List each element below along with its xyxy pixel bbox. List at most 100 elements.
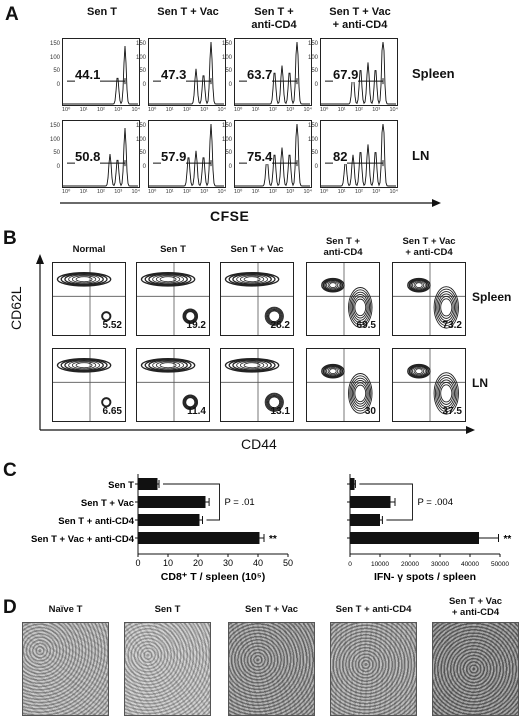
x-tick-labels: 10⁰ 10¹ 10² 10³ 10⁴: [62, 107, 140, 113]
category-label: Sen T + anti-CD4: [58, 516, 134, 527]
quadrant-percentage: 30: [364, 406, 376, 417]
bar: [138, 496, 206, 508]
column-header: Sen T: [160, 244, 186, 255]
contour-plot: 6.65: [52, 348, 126, 422]
panel-a-axis-arrow: [60, 199, 441, 207]
contour-rings: [307, 263, 379, 335]
x-tick-label: 10⁰: [320, 107, 329, 113]
error-bar: [380, 516, 383, 524]
x-tick-label: 10: [163, 558, 173, 568]
x-tick-label: 10¹: [79, 189, 88, 195]
error-bar: [205, 498, 210, 506]
column-header: Sen T + Vac: [230, 244, 284, 255]
histogram-plot: 82: [320, 120, 398, 188]
panel-label-a: A: [5, 4, 19, 25]
percentage-label: 75.4: [247, 149, 273, 165]
x-tick-label: 10⁴: [131, 107, 140, 113]
x-tick-label: 10¹: [79, 107, 88, 113]
panel-b-axes: [36, 254, 475, 434]
quadrant-percentage: 6.65: [102, 406, 122, 417]
tissue-section-image: [22, 622, 109, 716]
percentage-label: 82: [333, 149, 348, 165]
x-tick-labels: 10⁰ 10¹ 10² 10³ 10⁴: [148, 189, 226, 195]
x-axis-label: IFN- γ spots / spleen: [374, 571, 476, 583]
x-tick-label: 10⁴: [131, 189, 140, 195]
x-tick-labels: 10⁰ 10¹ 10² 10³ 10⁴: [234, 107, 312, 113]
x-tick-label: 10³: [114, 189, 123, 195]
x-tick-label: 10000: [371, 561, 389, 568]
x-tick-label: 10⁴: [389, 189, 398, 195]
x-tick-label: 10¹: [251, 189, 260, 195]
column-header: Normal: [72, 244, 106, 255]
contour-rings: [393, 349, 465, 421]
contour-rings: [221, 263, 293, 335]
x-tick-labels: 10⁰ 10¹ 10² 10³ 10⁴: [62, 189, 140, 195]
x-tick-label: 0: [348, 561, 352, 568]
cd62l-axis-label: CD62L: [8, 286, 24, 330]
percentage-label: 67.9: [333, 67, 359, 83]
histogram-plot: 50.8: [62, 120, 140, 188]
x-tick-labels: 10⁰ 10¹ 10² 10³ 10⁴: [320, 189, 398, 195]
x-tick-label: 10³: [372, 189, 381, 195]
histogram-plot: 57.9: [148, 120, 226, 188]
column-header: Sen T: [87, 6, 117, 18]
x-tick-label: 40: [253, 558, 263, 568]
bar: [350, 532, 479, 544]
significance-bracket: [359, 483, 413, 521]
column-header: Sen T + Vac + anti-CD4: [402, 236, 456, 258]
x-tick-label: 20000: [401, 561, 419, 568]
cfse-axis-label: CFSE: [210, 208, 250, 224]
x-tick-label: 10³: [286, 189, 295, 195]
column-header: Sen T + Vac: [244, 604, 299, 615]
y-tick-labels: 150 100 50 0: [221, 41, 232, 88]
bar: [138, 514, 200, 526]
x-tick-label: 10³: [372, 107, 381, 113]
x-tick-label: 10⁴: [389, 107, 398, 113]
error-bar: [354, 480, 356, 488]
contour-plot: 37.5: [392, 348, 466, 422]
panel-label-c: C: [3, 460, 17, 481]
x-tick-label: 10⁰: [320, 189, 329, 195]
y-tick-labels: 150 100 50 0: [49, 41, 60, 88]
x-tick-label: 10⁰: [148, 189, 157, 195]
panel-label-d: D: [3, 597, 17, 618]
category-label: Sen T: [108, 480, 134, 491]
x-tick-labels: 10⁰ 10¹ 10² 10³ 10⁴: [234, 189, 312, 195]
contour-plot: 19.2: [136, 262, 210, 336]
column-header: Sen T + Vac + anti-CD4: [329, 6, 391, 31]
x-tick-label: 10²: [354, 107, 363, 113]
x-tick-labels: 10⁰ 10¹ 10² 10³ 10⁴: [320, 107, 398, 113]
quadrant-percentage: 13.1: [270, 406, 290, 417]
x-tick-label: 10⁰: [62, 107, 71, 113]
quadrant-percentage: 28.2: [270, 320, 290, 331]
x-tick-label: 10²: [268, 189, 277, 195]
quadrant-percentage: 73.2: [442, 320, 462, 331]
panel-c-charts: Sen T Sen T + Vac Sen T + anti-CD4 Sen T + …: [31, 474, 511, 583]
quadrant-percentage: 5.52: [102, 320, 122, 331]
bar-chart-2: 0 10000 20000 30000 40000 50000 IFN- γ spots /…: [347, 474, 511, 583]
x-tick-label: 10⁰: [148, 107, 157, 113]
percentage-label: 47.3: [161, 67, 187, 83]
y-tick-labels: 150 100 50 0: [49, 123, 60, 170]
column-header: Sen T + anti-CD4: [323, 236, 363, 258]
x-tick-label: 10²: [96, 107, 105, 113]
histogram-plot: 44.1: [62, 38, 140, 106]
column-header: Sen T + Vac: [157, 6, 219, 18]
contour-rings: [53, 263, 125, 335]
x-tick-label: 50000: [491, 561, 509, 568]
x-tick-label: 10²: [96, 189, 105, 195]
row-label: LN: [412, 148, 430, 163]
x-tick-label: 30000: [431, 561, 449, 568]
category-label: Sen T + Vac + anti-CD4: [31, 534, 135, 545]
tissue-section-image: [330, 622, 417, 716]
tissue-section-image: [432, 622, 519, 716]
x-tick-label: 10³: [114, 107, 123, 113]
contour-rings: [307, 349, 379, 421]
y-tick-labels: 150 100 50 0: [307, 41, 318, 88]
significance-stars: **: [269, 534, 277, 545]
contour-rings: [137, 349, 209, 421]
p-value-label: P = .01: [225, 497, 255, 508]
contour-rings: [221, 349, 293, 421]
x-tick-label: 10¹: [337, 189, 346, 195]
bar: [138, 532, 260, 544]
